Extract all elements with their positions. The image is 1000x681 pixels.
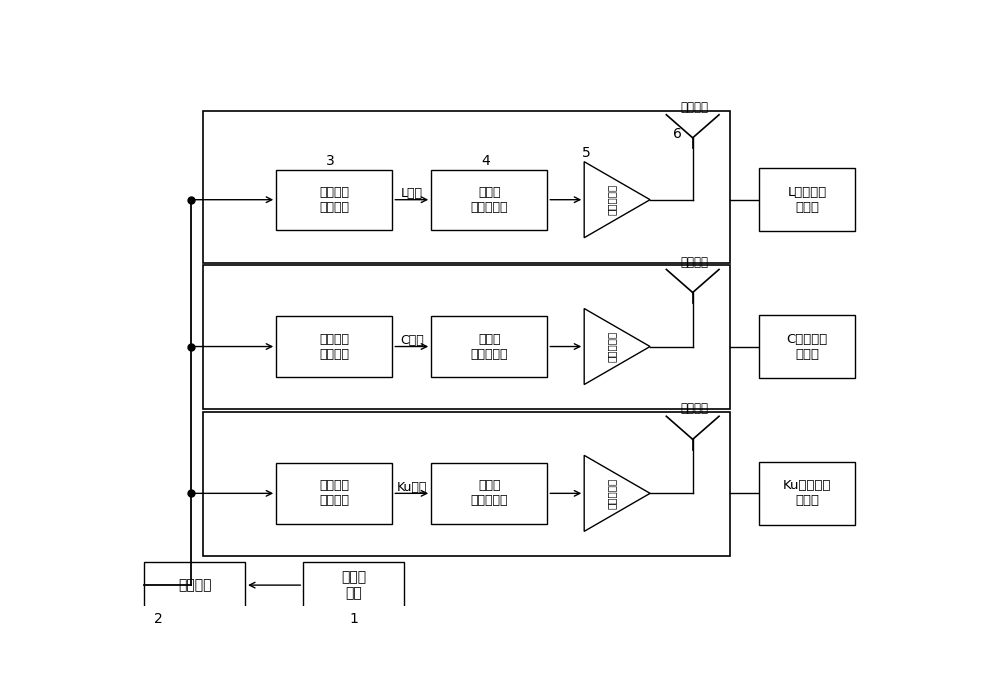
Bar: [203, 412, 730, 556]
Bar: [303, 562, 404, 609]
Text: L波段: L波段: [401, 187, 423, 200]
Text: 二进制
数控振荡器: 二进制 数控振荡器: [471, 332, 508, 360]
Text: Ku波段雷达
发射机: Ku波段雷达 发射机: [783, 479, 831, 507]
Text: C波段雷达
发射机: C波段雷达 发射机: [786, 332, 828, 360]
Bar: [759, 462, 855, 525]
Text: 6: 6: [673, 127, 682, 141]
Text: 功率放大器: 功率放大器: [607, 184, 617, 215]
Text: 功率放大器: 功率放大器: [607, 478, 617, 509]
Text: 发射天线: 发射天线: [680, 101, 708, 114]
Bar: [276, 170, 392, 230]
Text: 二进制
数控振荡器: 二进制 数控振荡器: [471, 479, 508, 507]
Text: L波段雷达
发射机: L波段雷达 发射机: [787, 186, 827, 214]
Bar: [203, 110, 730, 263]
Text: 扫描频段
控制模块: 扫描频段 控制模块: [319, 332, 349, 360]
Bar: [431, 317, 547, 377]
Bar: [759, 315, 855, 378]
Bar: [144, 562, 245, 609]
Text: 扫描频段
控制模块: 扫描频段 控制模块: [319, 186, 349, 214]
Text: 发射天线: 发射天线: [680, 402, 708, 415]
Text: C波段: C波段: [400, 334, 424, 347]
Bar: [276, 463, 392, 524]
Text: Ku波段: Ku波段: [397, 481, 427, 494]
Text: 功率放大器: 功率放大器: [607, 331, 617, 362]
Text: 3: 3: [326, 154, 335, 168]
Bar: [431, 463, 547, 524]
Text: 发射天线: 发射天线: [680, 255, 708, 268]
Bar: [203, 266, 730, 409]
Text: 2: 2: [154, 612, 163, 627]
Text: 微型计
算机: 微型计 算机: [341, 570, 366, 600]
Text: 扫描频段
控制模块: 扫描频段 控制模块: [319, 479, 349, 507]
Polygon shape: [584, 456, 650, 531]
Bar: [759, 168, 855, 231]
Polygon shape: [584, 308, 650, 385]
Polygon shape: [584, 161, 650, 238]
Text: 1: 1: [349, 612, 358, 627]
Text: 控制模块: 控制模块: [178, 578, 212, 592]
Bar: [276, 317, 392, 377]
Bar: [431, 170, 547, 230]
Text: 二进制
数控振荡器: 二进制 数控振荡器: [471, 186, 508, 214]
Text: 4: 4: [481, 154, 490, 168]
Text: 5: 5: [582, 146, 591, 160]
